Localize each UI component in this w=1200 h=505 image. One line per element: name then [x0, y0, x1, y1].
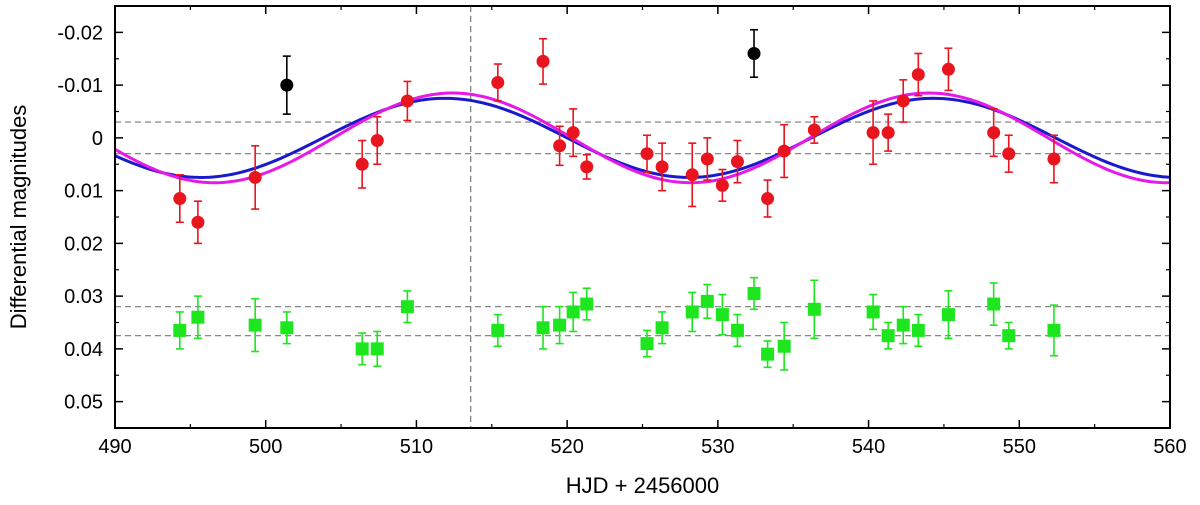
y-axis-ticks: -0.02 -0.01 0 0.01 0.02 0.03 0.04 0.05	[57, 5, 1170, 429]
data-point-square	[491, 323, 505, 337]
data-point-circle	[400, 94, 414, 108]
data-point-square	[747, 286, 761, 300]
data-point-square	[655, 321, 669, 335]
data-point-circle	[580, 160, 594, 174]
data-point-circle	[777, 144, 791, 158]
error-bars	[175, 28, 1058, 371]
data-point-circle	[730, 155, 744, 169]
fit-curves	[114, 91, 1171, 185]
data-point-circle	[911, 68, 925, 82]
data-point-square	[777, 339, 791, 353]
data-point-square	[370, 342, 384, 356]
data-point-square	[536, 321, 550, 335]
y-tick-label: 0.03	[64, 286, 103, 308]
plot-frame	[114, 5, 1171, 429]
data-point-circle	[685, 168, 699, 182]
x-tick-label: 540	[852, 436, 885, 458]
data-point-square	[280, 321, 294, 335]
data-point-square	[941, 308, 955, 322]
data-point-circle	[1002, 147, 1016, 161]
data-point-square	[1002, 329, 1016, 343]
y-tick-label: -0.02	[57, 22, 103, 44]
data-point-circle	[173, 192, 187, 206]
data-point-circle	[280, 78, 294, 92]
data-point-square	[173, 323, 187, 337]
x-tick-label: 550	[1003, 436, 1036, 458]
x-tick-label: 530	[701, 436, 734, 458]
fit-curve-0	[114, 96, 1171, 179]
reference-lines	[115, 6, 1170, 428]
x-axis-label: HJD + 2456000	[566, 473, 720, 498]
data-point-square	[640, 337, 654, 351]
data-point-square	[191, 310, 205, 324]
data-point-square	[553, 318, 567, 332]
data-point-square	[896, 318, 910, 332]
data-point-circle	[491, 75, 505, 89]
data-point-circle	[655, 160, 669, 174]
data-point-square	[1047, 323, 1061, 337]
data-point-circle	[881, 126, 895, 140]
data-point-circle	[566, 126, 580, 140]
data-point-circle	[896, 94, 910, 108]
x-tick-label: 510	[400, 436, 433, 458]
data-point-square	[700, 294, 714, 308]
data-point-circle	[640, 147, 654, 161]
y-tick-label: 0	[92, 128, 103, 150]
data-point-square	[730, 323, 744, 337]
y-tick-label: 0.02	[64, 233, 103, 255]
y-axis-label: Differential magnitudes	[6, 105, 31, 330]
data-point-circle	[715, 178, 729, 192]
x-tick-label: 490	[98, 436, 131, 458]
data-point-circle	[807, 123, 821, 137]
y-tick-label: 0.05	[64, 392, 103, 414]
data-point-circle	[987, 126, 1001, 140]
data-point-square	[400, 300, 414, 314]
data-point-square	[866, 305, 880, 319]
data-point-circle	[536, 54, 550, 68]
x-tick-label: 520	[550, 436, 583, 458]
data-point-circle	[1047, 152, 1061, 166]
data-point-square	[685, 305, 699, 319]
data-point-circle	[761, 192, 775, 206]
data-point-circle	[747, 46, 761, 60]
data-point-square	[248, 318, 262, 332]
data-point-square	[355, 342, 369, 356]
y-tick-label: 0.01	[64, 181, 103, 203]
data-point-circle	[553, 139, 567, 153]
data-point-square	[580, 297, 594, 311]
y-tick-label: -0.01	[57, 75, 103, 97]
data-point-circle	[941, 62, 955, 76]
y-tick-label: 0.04	[64, 339, 103, 361]
data-point-circle	[700, 152, 714, 166]
data-point-circle	[370, 134, 384, 148]
data-point-square	[566, 305, 580, 319]
x-axis-ticks: 490 500 510 520 530 540 550 560	[98, 6, 1187, 458]
data-point-circle	[355, 157, 369, 171]
x-tick-label: 500	[249, 436, 282, 458]
data-point-square	[715, 308, 729, 322]
data-point-circle	[191, 215, 205, 229]
data-point-square	[911, 323, 925, 337]
data-point-circle	[248, 170, 262, 184]
data-point-circle	[866, 126, 880, 140]
data-point-square	[807, 302, 821, 316]
x-tick-label: 560	[1153, 436, 1186, 458]
data-point-square	[881, 329, 895, 343]
data-markers	[173, 46, 1061, 361]
data-point-square	[987, 297, 1001, 311]
data-point-square	[761, 347, 775, 361]
